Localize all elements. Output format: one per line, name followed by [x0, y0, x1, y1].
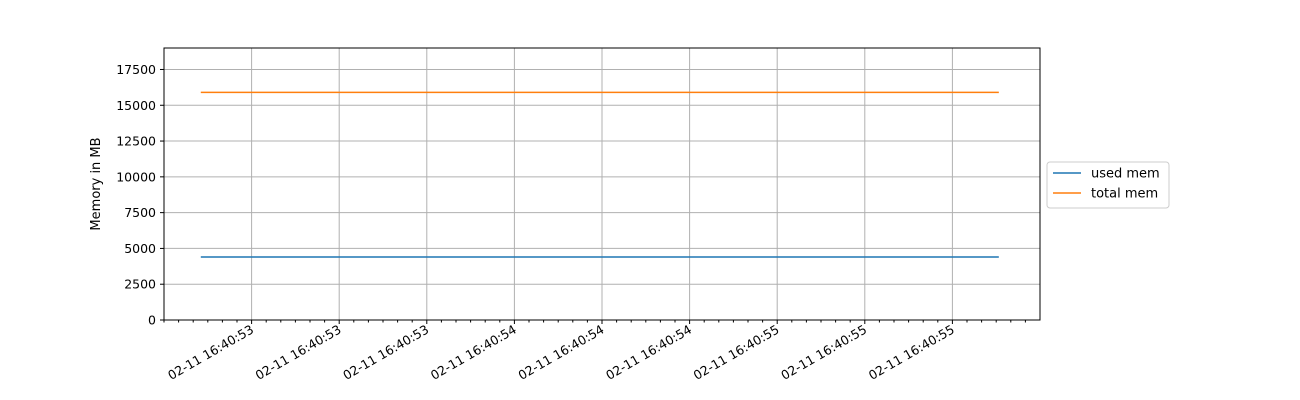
y-tick-label: 12500 — [116, 134, 156, 149]
y-tick-label: 5000 — [124, 241, 156, 256]
x-tick-label: 02-11 16:40:54 — [603, 322, 694, 383]
x-tick-label: 02-11 16:40:53 — [165, 322, 256, 383]
x-tick-label: 02-11 16:40:55 — [866, 322, 957, 383]
legend-label: used mem — [1091, 167, 1160, 182]
x-tick-label: 02-11 16:40:54 — [428, 322, 519, 383]
x-tick-label: 02-11 16:40:53 — [340, 322, 431, 383]
y-axis-label: Memory in MB — [89, 137, 104, 230]
y-tick-label: 17500 — [116, 62, 156, 77]
x-tick-label: 02-11 16:40:54 — [515, 322, 606, 383]
series-lines — [200, 91, 999, 258]
x-tick-label: 02-11 16:40:55 — [778, 322, 869, 383]
x-tick-label: 02-11 16:40:53 — [253, 322, 344, 383]
y-tick-label: 15000 — [116, 98, 156, 113]
grid-lines — [164, 48, 1040, 321]
y-tick-label: 2500 — [124, 277, 156, 292]
y-axis-ticks: 0 2500 5000 7500 10000 12500 15000 17500 — [116, 62, 164, 328]
legend-label: total mem — [1091, 187, 1158, 202]
y-tick-label: 7500 — [124, 205, 156, 220]
y-tick-label: 10000 — [116, 169, 156, 184]
x-tick-label: 02-11 16:40:55 — [691, 322, 782, 383]
y-tick-label: 0 — [148, 313, 156, 328]
legend: used mem total mem — [1046, 161, 1170, 209]
